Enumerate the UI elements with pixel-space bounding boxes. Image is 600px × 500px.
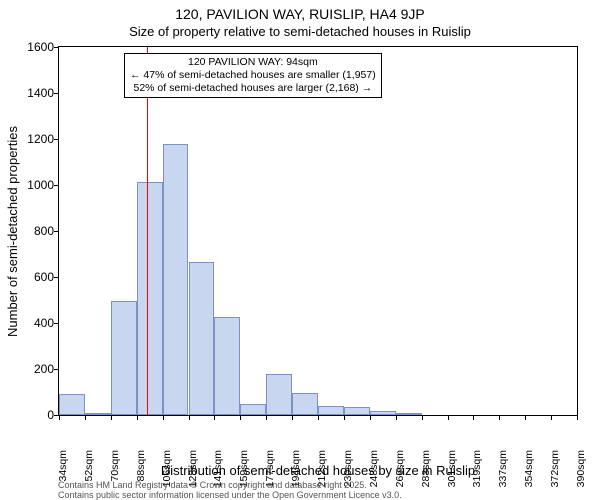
- property-marker-line: [147, 47, 148, 415]
- y-tick-mark: [54, 415, 58, 416]
- x-tick-mark: [111, 416, 112, 420]
- y-tick-mark: [54, 231, 58, 232]
- annotation-box: 120 PAVILION WAY: 94sqm← 47% of semi-det…: [124, 53, 382, 98]
- x-tick-mark: [318, 416, 319, 420]
- x-tick-mark: [163, 416, 164, 420]
- y-tick-label: 1200: [27, 132, 54, 146]
- histogram-bar: [240, 404, 266, 416]
- x-tick-mark: [240, 416, 241, 420]
- footer-copyright-2: Contains public sector information licen…: [58, 490, 402, 500]
- x-tick-mark: [370, 416, 371, 420]
- x-tick-mark: [525, 416, 526, 420]
- histogram-bar: [59, 394, 85, 415]
- histogram-bar: [266, 374, 292, 415]
- histogram-bar: [163, 144, 189, 415]
- x-tick-mark: [59, 416, 60, 420]
- y-tick-mark: [54, 93, 58, 94]
- chart-subtitle: Size of property relative to semi-detach…: [0, 24, 600, 39]
- x-tick-mark: [473, 416, 474, 420]
- histogram-bar: [137, 182, 163, 415]
- y-tick-label: 1000: [27, 178, 54, 192]
- x-tick-mark: [85, 416, 86, 420]
- y-tick-label: 400: [34, 316, 54, 330]
- y-tick-mark: [54, 323, 58, 324]
- x-tick-mark: [396, 416, 397, 420]
- x-tick-mark: [577, 416, 578, 420]
- histogram-bar: [189, 262, 215, 415]
- y-tick-mark: [54, 185, 58, 186]
- annotation-line: 52% of semi-detached houses are larger (…: [130, 82, 376, 95]
- plot-area: 120 PAVILION WAY: 94sqm← 47% of semi-det…: [58, 46, 578, 416]
- chart-title: 120, PAVILION WAY, RUISLIP, HA4 9JP: [0, 6, 600, 22]
- x-tick-mark: [422, 416, 423, 420]
- x-tick-mark: [448, 416, 449, 420]
- y-tick-label: 0: [47, 408, 54, 422]
- x-tick-mark: [499, 416, 500, 420]
- annotation-line: ← 47% of semi-detached houses are smalle…: [130, 69, 376, 82]
- y-tick-mark: [54, 369, 58, 370]
- histogram-bar: [396, 413, 422, 415]
- y-tick-label: 1600: [27, 40, 54, 54]
- x-tick-mark: [292, 416, 293, 420]
- y-tick-label: 1400: [27, 86, 54, 100]
- x-tick-mark: [189, 416, 190, 420]
- y-tick-mark: [54, 139, 58, 140]
- y-tick-label: 200: [34, 362, 54, 376]
- footer-copyright-1: Contains HM Land Registry data © Crown c…: [58, 480, 367, 490]
- x-tick-mark: [266, 416, 267, 420]
- x-tick-mark: [551, 416, 552, 420]
- histogram-bar: [344, 407, 370, 415]
- histogram-bar: [111, 301, 137, 415]
- y-tick-mark: [54, 277, 58, 278]
- histogram-bar: [318, 406, 344, 415]
- histogram-bar: [292, 393, 318, 415]
- x-tick-mark: [214, 416, 215, 420]
- x-axis-label: Distribution of semi-detached houses by …: [58, 463, 578, 478]
- x-tick-mark: [344, 416, 345, 420]
- y-tick-mark: [54, 47, 58, 48]
- y-axis-label: Number of semi-detached properties: [4, 46, 20, 416]
- histogram-bar: [214, 317, 240, 415]
- histogram-bar: [370, 411, 396, 415]
- histogram-bar: [85, 413, 111, 415]
- annotation-line: 120 PAVILION WAY: 94sqm: [130, 56, 376, 69]
- x-tick-mark: [137, 416, 138, 420]
- chart-container: 120, PAVILION WAY, RUISLIP, HA4 9JP Size…: [0, 0, 600, 500]
- y-tick-label: 600: [34, 270, 54, 284]
- y-tick-label: 800: [34, 224, 54, 238]
